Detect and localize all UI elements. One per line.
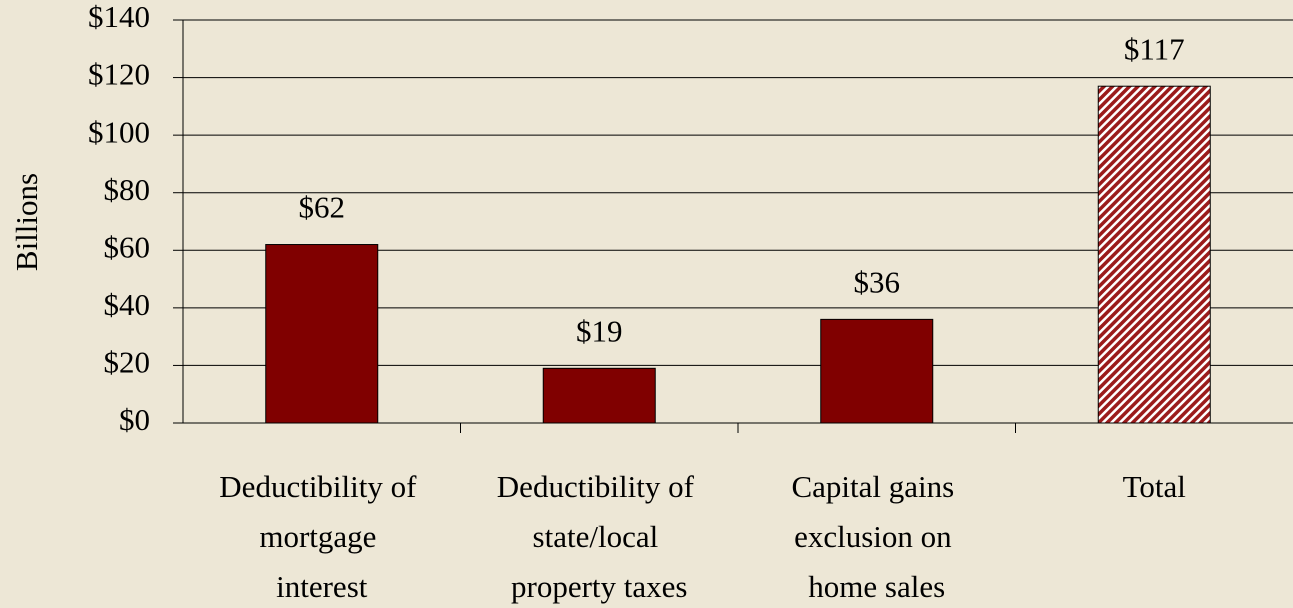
y-tick-label: $40 <box>104 287 151 322</box>
value-label: $117 <box>1124 31 1185 66</box>
y-tick-label: $100 <box>88 114 150 149</box>
x-tick-label: Deductibility of state/local property ta… <box>497 469 702 604</box>
value-label: $19 <box>576 313 623 348</box>
y-tick-label: $60 <box>104 229 151 264</box>
y-tick-label: $80 <box>104 172 151 207</box>
bar <box>265 244 379 424</box>
bar <box>542 367 656 424</box>
x-tick-label: Capital gains exclusion on home sales <box>792 469 962 604</box>
value-label: $36 <box>854 264 901 299</box>
x-tick-label: Total <box>1123 469 1186 504</box>
y-tick-label: $0 <box>119 402 150 437</box>
y-axis-label: Billions <box>9 173 44 271</box>
y-tick-label: $20 <box>104 345 151 380</box>
bar <box>820 318 934 424</box>
value-label: $62 <box>299 190 346 225</box>
bar <box>1097 85 1211 424</box>
y-tick-label: $120 <box>88 57 150 92</box>
y-tick-label: $140 <box>88 0 150 34</box>
x-tick-label: Deductibility of mortgage interest <box>219 469 424 604</box>
